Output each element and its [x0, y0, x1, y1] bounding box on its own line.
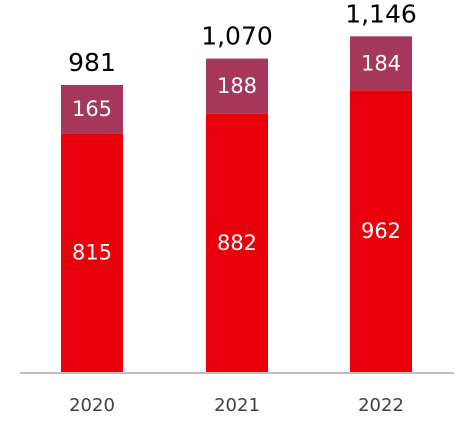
bars-group	[61, 36, 412, 373]
total-value-label: 1,070	[201, 22, 273, 51]
segment-value-label: 165	[72, 97, 112, 121]
bar-segment-2020-s1	[61, 84, 123, 134]
bar-segment-2022-s1	[350, 36, 412, 91]
segment-value-label: 815	[72, 241, 112, 265]
bar-segment-2022-s0	[350, 90, 412, 373]
x-tick-label: 2021	[214, 395, 260, 416]
segment-value-label: 882	[217, 231, 257, 255]
bar-segment-2020-s0	[61, 133, 123, 372]
segment-value-label: 962	[361, 219, 401, 243]
total-value-label: 981	[68, 48, 116, 77]
x-tick-label: 2020	[69, 395, 115, 416]
total-value-label: 1,146	[345, 0, 417, 28]
bar-segment-2021-s1	[206, 58, 268, 114]
segment-value-label: 188	[217, 74, 257, 98]
segment-value-label: 184	[361, 51, 401, 75]
x-tick-labels: 2020 2021 2022	[69, 395, 404, 416]
bar-segment-2021-s0	[206, 113, 268, 372]
labels-group: 815 165 981 882 188 1,070 962 184 1,146	[68, 0, 417, 265]
x-tick-label: 2022	[358, 395, 404, 416]
